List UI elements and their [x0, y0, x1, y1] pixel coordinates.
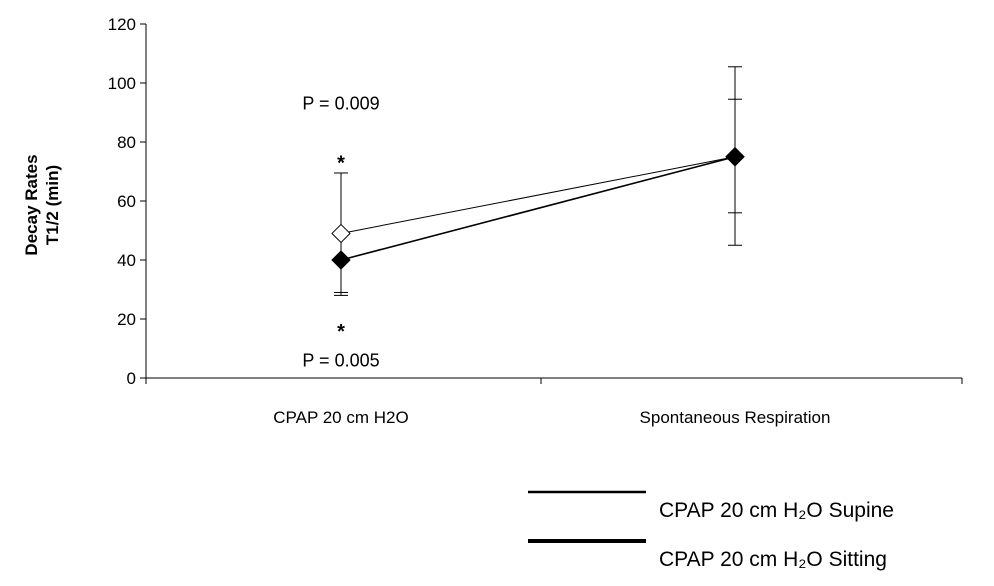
- y-axis-label-line: T1/2 (min): [43, 165, 62, 245]
- y-tick-label: 0: [127, 369, 136, 388]
- legend-label: CPAP 20 cm H₂O Sitting: [659, 548, 887, 571]
- y-axis-label: Decay Rates T1/2 (min): [22, 154, 62, 255]
- y-tick-label: 40: [117, 251, 136, 270]
- series-line: [340, 156, 736, 234]
- x-tick-label: Spontaneous Respiration: [640, 408, 831, 427]
- series-supine: [331, 98, 745, 293]
- legend-entry-sitting: CPAP 20 cm H₂O Sitting: [528, 539, 887, 571]
- series-line: [340, 155, 736, 261]
- p-value-label: P = 0.009: [302, 94, 379, 114]
- series: [331, 66, 745, 296]
- y-tick-label: 120: [108, 15, 136, 34]
- data-point: [331, 223, 351, 244]
- x-axis: CPAP 20 cm H2O Spontaneous Respiration: [145, 377, 963, 427]
- y-tick-label: 80: [117, 133, 136, 152]
- y-axis: 0 20 40 60 80 100 120: [108, 15, 147, 388]
- data-point: [725, 147, 745, 167]
- p-value-label: P = 0.005: [302, 350, 379, 370]
- y-tick-label: 60: [117, 192, 136, 211]
- significance-star: *: [337, 321, 345, 343]
- legend-label: CPAP 20 cm H₂O Supine: [659, 499, 894, 522]
- x-tick-label: CPAP 20 cm H2O: [273, 408, 408, 427]
- y-tick-label: 20: [117, 310, 136, 329]
- legend: CPAP 20 cm H₂O Supine CPAP 20 cm H₂O Sitt…: [528, 490, 894, 571]
- series-sitting: [331, 66, 745, 296]
- significance-star: *: [337, 153, 345, 175]
- y-tick-label: 100: [108, 74, 136, 93]
- legend-entry-supine: CPAP 20 cm H₂O Supine: [528, 490, 894, 522]
- annotations: P = 0.009 * * P = 0.005: [302, 94, 379, 371]
- data-point: [331, 250, 351, 270]
- y-axis-label-line: Decay Rates: [22, 154, 41, 255]
